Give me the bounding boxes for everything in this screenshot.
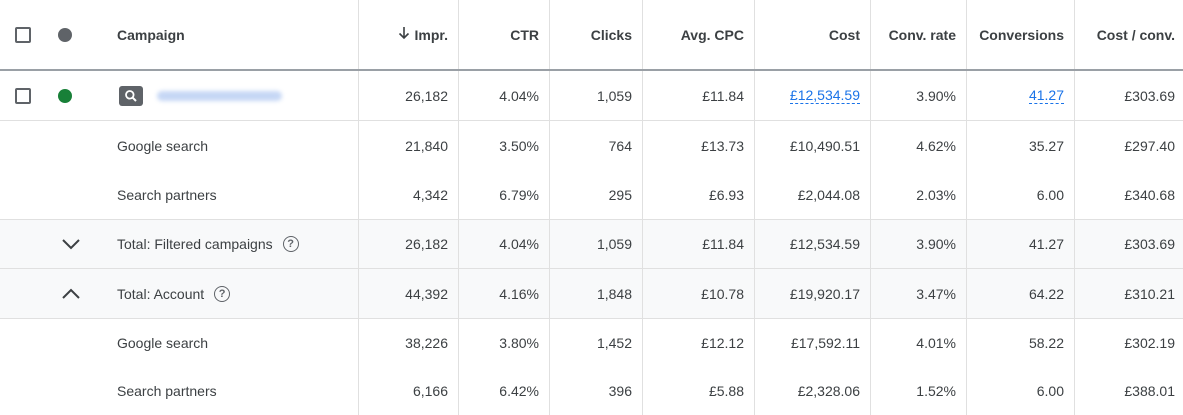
column-header-cost[interactable]: Cost (828, 26, 860, 43)
cell-ctr: 4.16% (499, 285, 539, 302)
cell-clicks: 764 (608, 137, 632, 154)
enabled-status-icon[interactable] (58, 71, 78, 120)
cell-impr: 21,840 (405, 137, 448, 154)
segment-label: Search partners (117, 186, 217, 203)
total-label: Total: Filtered campaigns (117, 236, 273, 252)
segment-label: Google search (117, 335, 209, 351)
cell-impr: 26,182 (405, 87, 448, 104)
total-label: Total: Account (117, 285, 205, 302)
table-row-segment: Search partners 6,166 6.42% 396 £5.88 £2… (0, 367, 1183, 415)
table-header: Campaign Impr. CTR Clicks Avg. CPC Cost … (0, 0, 1183, 71)
column-header-impr[interactable]: Impr. (358, 0, 458, 69)
cell-conv-rate: 3.90% (916, 236, 956, 252)
cell-avg-cpc: £13.73 (701, 137, 744, 154)
cell-ctr: 6.42% (499, 383, 539, 399)
campaign-name-cell[interactable] (119, 71, 357, 120)
segment-label: Search partners (117, 383, 217, 399)
cell-conversions[interactable]: 41.27 (966, 71, 1074, 120)
cell-conv-rate: 3.47% (916, 285, 956, 302)
cell-conversions: 35.27 (1028, 137, 1064, 154)
cell-ctr: 4.04% (499, 87, 539, 104)
column-header-conv-rate[interactable]: Conv. rate (888, 26, 956, 43)
cell-avg-cpc: £11.84 (702, 236, 744, 252)
cell-ctr: 6.79% (499, 186, 539, 203)
column-header-campaign[interactable]: Campaign (117, 26, 185, 43)
cell-avg-cpc: £12.12 (701, 335, 744, 351)
cell-conversions: 64.22 (1028, 285, 1064, 302)
segment-label: Google search (117, 137, 209, 154)
cell-cost: £17,592.11 (790, 335, 860, 351)
cell-ctr: 4.04% (499, 236, 539, 252)
cell-clicks: 1,059 (596, 87, 632, 104)
column-header-clicks[interactable]: Clicks (590, 26, 632, 43)
conversions-link[interactable]: 41.27 (1028, 87, 1064, 104)
cell-cost-per-conv: £302.19 (1124, 335, 1175, 351)
table-row-segment: Google search 21,840 3.50% 764 £13.73 £1… (0, 121, 1183, 170)
status-dot-icon (58, 27, 72, 42)
cell-cost-per-conv: £340.68 (1124, 186, 1175, 203)
cell-cost: £2,328.06 (797, 383, 860, 399)
total-label-cell: Total: Filtered campaigns ? (117, 220, 357, 268)
cell-conv-rate: 1.52% (916, 383, 956, 399)
column-header-ctr[interactable]: CTR (510, 26, 539, 43)
cell-conversions: 41.27 (1028, 236, 1064, 252)
table-row-total-account: Total: Account ? 44,392 4.16% 1,848 £10.… (0, 269, 1183, 319)
column-header-cost-per-conv[interactable]: Cost / conv. (1096, 26, 1175, 43)
cell-impr: 44,392 (405, 285, 448, 302)
chevron-up-icon[interactable] (60, 269, 86, 318)
cell-cost-per-conv: £388.01 (1124, 383, 1175, 399)
cell-cost: £10,490.51 (789, 137, 860, 154)
table-row-campaign: 26,182 4.04% 1,059 £11.84 £12,534.59 3.9… (0, 71, 1183, 121)
row-select-checkbox[interactable] (15, 71, 35, 120)
cell-conv-rate: 4.62% (916, 137, 956, 154)
table-row-total-filtered: Total: Filtered campaigns ? 26,182 4.04%… (0, 220, 1183, 269)
cost-link[interactable]: £12,534.59 (789, 87, 860, 104)
table-row-segment: Search partners 4,342 6.79% 295 £6.93 £2… (0, 170, 1183, 220)
cell-clicks: 1,059 (596, 236, 632, 252)
arrow-downward-icon (398, 26, 410, 43)
cell-cost-per-conv: £297.40 (1124, 137, 1175, 154)
cell-impr: 38,226 (405, 335, 448, 351)
cell-avg-cpc: £5.88 (708, 383, 744, 399)
total-label-cell: Total: Account ? (117, 269, 357, 318)
help-icon[interactable]: ? (282, 236, 299, 252)
cell-conv-rate: 2.03% (916, 186, 956, 203)
cell-conv-rate: 3.90% (916, 87, 956, 104)
cell-avg-cpc: £6.93 (708, 186, 744, 203)
cell-avg-cpc: £11.84 (702, 87, 744, 104)
cell-ctr: 3.50% (499, 137, 539, 154)
chevron-down-icon[interactable] (60, 220, 86, 268)
table-row-segment: Google search 38,226 3.80% 1,452 £12.12 … (0, 319, 1183, 367)
select-all-checkbox[interactable] (15, 0, 35, 69)
cell-clicks: 1,848 (596, 285, 632, 302)
cell-cost: £2,044.08 (797, 186, 860, 203)
campaign-name-redacted[interactable] (157, 90, 282, 101)
cell-impr: 26,182 (405, 236, 448, 252)
cell-cost-per-conv: £303.69 (1124, 87, 1175, 104)
cell-conv-rate: 4.01% (916, 335, 956, 351)
search-campaign-icon (119, 85, 143, 106)
cell-conversions: 6.00 (1036, 186, 1064, 203)
cell-cost-per-conv: £310.21 (1124, 285, 1175, 302)
status-column-header (58, 0, 78, 69)
cell-clicks: 396 (608, 383, 632, 399)
cell-clicks: 295 (608, 186, 632, 203)
cell-clicks: 1,452 (596, 335, 632, 351)
column-header-conversions[interactable]: Conversions (979, 26, 1064, 43)
cell-impr: 4,342 (412, 186, 448, 203)
cell-impr: 6,166 (412, 383, 448, 399)
column-header-impr-label: Impr. (414, 26, 448, 43)
cell-cost[interactable]: £12,534.59 (754, 71, 870, 120)
cell-ctr: 3.80% (499, 335, 539, 351)
cell-cost: £12,534.59 (789, 236, 860, 252)
column-header-avg-cpc[interactable]: Avg. CPC (680, 26, 744, 43)
cell-conversions: 6.00 (1036, 383, 1064, 399)
help-icon[interactable]: ? (214, 285, 231, 302)
cell-conversions: 58.22 (1028, 335, 1064, 351)
cell-cost-per-conv: £303.69 (1124, 236, 1175, 252)
cell-cost: £19,920.17 (789, 285, 860, 302)
cell-avg-cpc: £10.78 (701, 285, 744, 302)
